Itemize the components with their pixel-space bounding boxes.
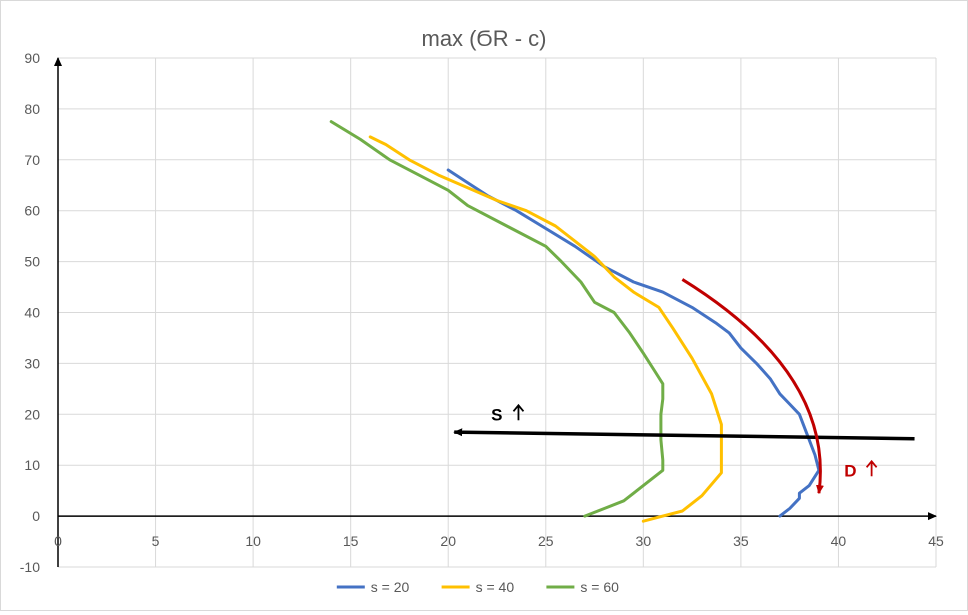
x-tick-label: 20 <box>440 533 456 549</box>
y-tick-label: 60 <box>24 203 40 219</box>
y-tick-label: -10 <box>20 559 40 575</box>
series-lines <box>329 120 821 523</box>
x-tick-label: 0 <box>54 533 62 549</box>
y-tick-label: 0 <box>32 508 40 524</box>
annotation-up-arrow-d <box>865 459 878 477</box>
x-tick-label: 5 <box>152 533 160 549</box>
x-tick-label: 40 <box>831 533 847 549</box>
annotation-label-d: D <box>844 461 856 480</box>
y-tick-label: 50 <box>24 254 40 270</box>
d-arrow <box>681 278 824 495</box>
x-tick-label: 15 <box>343 533 359 549</box>
chart-title: max (ϬR - c) <box>422 26 547 51</box>
legend-label-2: s = 40 <box>476 579 515 595</box>
s-arrow <box>453 428 915 441</box>
x-tick-label: 35 <box>733 533 749 549</box>
x-tick-label: 25 <box>538 533 554 549</box>
series-line-3 <box>329 120 665 518</box>
annotation-up-arrow-s <box>512 403 525 421</box>
x-tick-label: 45 <box>928 533 944 549</box>
y-tick-label: 30 <box>24 355 40 371</box>
axes <box>54 57 937 567</box>
annotations: SD <box>453 278 915 495</box>
x-tick-label: 30 <box>636 533 652 549</box>
y-tick-label: 70 <box>24 152 40 168</box>
y-tick-label: 10 <box>24 457 40 473</box>
y-tick-label: 20 <box>24 406 40 422</box>
legend-label-3: s = 60 <box>580 579 619 595</box>
y-tick-label: 80 <box>24 101 40 117</box>
y-tick-label: 90 <box>24 50 40 66</box>
legend: s = 20 s = 40 s = 60 <box>336 579 619 595</box>
annotation-label-s: S <box>491 405 502 424</box>
x-tick-label: 10 <box>245 533 261 549</box>
series-line-2 <box>368 135 723 523</box>
legend-label-1: s = 20 <box>371 579 410 595</box>
y-tick-label: 40 <box>24 305 40 321</box>
tick-labels: 0 5 10 15 20 25 30 35 40 45 -10 0 10 20 30 40 50 60 70 80 90 <box>20 50 944 575</box>
series-line-1 <box>446 168 821 518</box>
